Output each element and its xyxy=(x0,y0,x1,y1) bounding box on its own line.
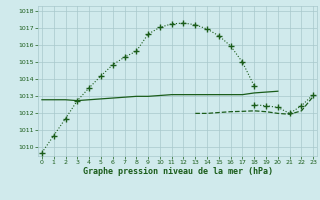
X-axis label: Graphe pression niveau de la mer (hPa): Graphe pression niveau de la mer (hPa) xyxy=(83,167,273,176)
